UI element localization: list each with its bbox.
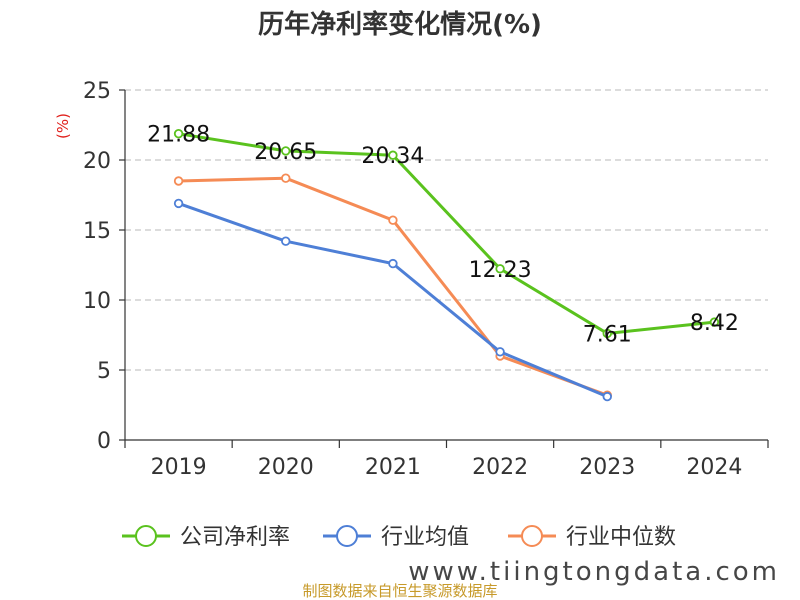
data-label: 21.88 bbox=[147, 123, 210, 148]
series-line bbox=[178, 132, 715, 335]
data-point bbox=[709, 317, 720, 327]
legend-marker bbox=[336, 525, 358, 547]
data-point bbox=[173, 198, 184, 209]
data-point bbox=[495, 264, 505, 274]
data-point bbox=[388, 215, 398, 225]
series-line bbox=[178, 176, 608, 397]
series-lines bbox=[173, 128, 720, 402]
y-tick-label: 10 bbox=[83, 289, 111, 314]
legend: 公司净利率 行业均值 行业中位数 bbox=[122, 525, 676, 550]
data-point bbox=[173, 176, 184, 186]
x-tick-label: 2023 bbox=[579, 455, 635, 480]
data-point bbox=[281, 173, 291, 183]
legend-label: 行业中位数 bbox=[566, 525, 676, 550]
legend-marker bbox=[135, 525, 157, 547]
data-point bbox=[602, 391, 612, 402]
chart-title: 历年净利率变化情况(%) bbox=[258, 9, 542, 40]
y-axis-unit: (%) bbox=[54, 113, 72, 139]
data-point bbox=[388, 150, 398, 160]
data-point bbox=[281, 146, 291, 156]
y-tick-label: 20 bbox=[83, 149, 111, 174]
legend-label: 行业均值 bbox=[381, 525, 469, 550]
x-tick-label: 2019 bbox=[151, 455, 207, 480]
y-tick-label: 5 bbox=[97, 359, 111, 384]
tick-labels: 0 5 10 15 20 25 2019 2020 2021 2022 2023 2024 bbox=[83, 79, 742, 480]
axes bbox=[119, 89, 769, 448]
x-tick-label: 2022 bbox=[472, 455, 528, 480]
y-tick-label: 15 bbox=[83, 219, 111, 244]
data-label: 12.23 bbox=[469, 258, 532, 283]
data-point bbox=[602, 328, 612, 339]
source-note: 制图数据来自恒生聚源数据库 bbox=[302, 582, 497, 600]
watermark: www.tiingtongdata.com bbox=[408, 557, 780, 587]
legend-label: 公司净利率 bbox=[180, 525, 290, 550]
data-labels: 21.88 20.65 20.34 12.23 7.61 8.42 bbox=[147, 123, 739, 348]
y-tick-label: 25 bbox=[83, 79, 111, 104]
x-tick-label: 2021 bbox=[365, 455, 421, 480]
y-tick-label: 0 bbox=[97, 429, 111, 454]
grid-lines bbox=[125, 89, 768, 371]
data-label: 7.61 bbox=[583, 322, 632, 347]
series-line bbox=[178, 201, 608, 398]
data-point bbox=[281, 236, 291, 246]
x-tick-label: 2020 bbox=[258, 455, 314, 480]
data-point bbox=[495, 347, 505, 357]
x-tick-label: 2024 bbox=[686, 455, 742, 480]
data-label: 20.65 bbox=[254, 140, 317, 165]
data-label: 20.34 bbox=[361, 144, 424, 169]
legend-marker bbox=[521, 525, 543, 547]
data-point bbox=[388, 258, 398, 269]
data-label: 8.42 bbox=[690, 311, 739, 336]
data-point bbox=[173, 128, 184, 139]
